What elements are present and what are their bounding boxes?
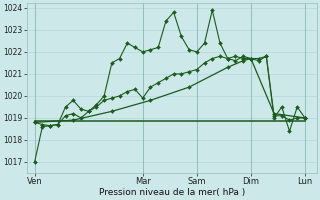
X-axis label: Pression niveau de la mer( hPa ): Pression niveau de la mer( hPa ) xyxy=(99,188,245,197)
